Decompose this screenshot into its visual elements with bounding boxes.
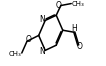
Text: O: O [56, 1, 62, 10]
Text: N: N [39, 47, 45, 56]
Text: N: N [39, 15, 45, 24]
Text: H: H [72, 24, 77, 33]
Text: O: O [26, 36, 32, 44]
Text: CH₃: CH₃ [72, 1, 85, 7]
Text: CH₃: CH₃ [8, 51, 21, 57]
Text: O: O [76, 42, 82, 51]
